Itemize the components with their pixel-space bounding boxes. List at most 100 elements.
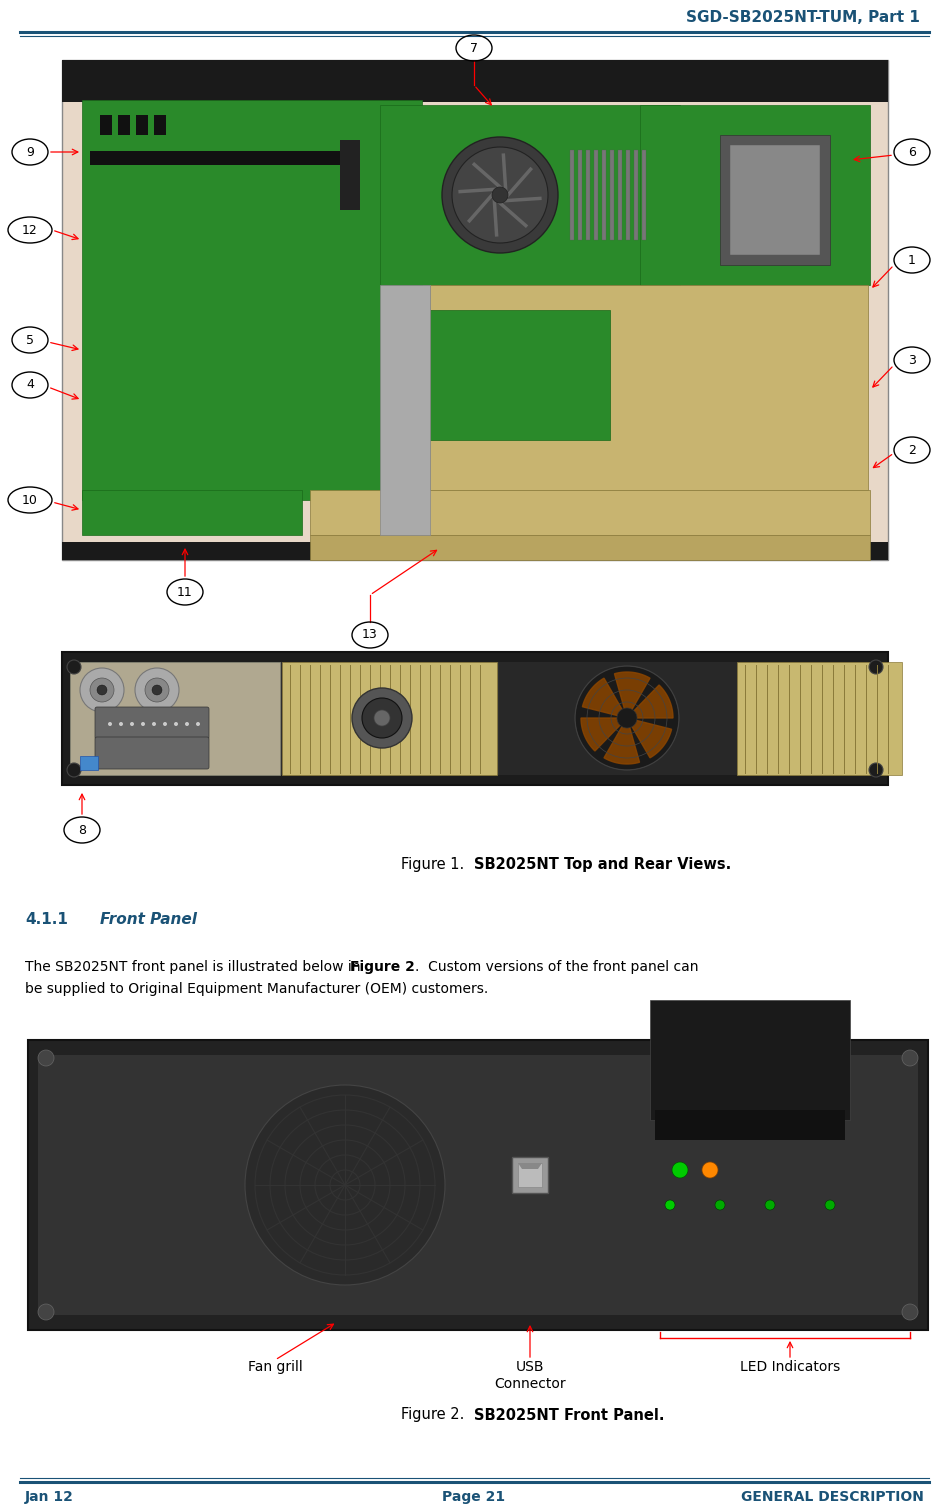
Circle shape [174, 722, 178, 725]
Bar [28, 1040, 928, 1330]
Circle shape [617, 709, 637, 728]
Text: Page 21: Page 21 [442, 1490, 506, 1503]
Bar [154, 115, 166, 134]
Bar [82, 490, 302, 535]
Bar [118, 115, 130, 134]
Circle shape [141, 722, 145, 725]
Circle shape [108, 722, 112, 725]
Circle shape [80, 668, 124, 712]
Circle shape [715, 1200, 725, 1210]
Text: 13: 13 [363, 629, 378, 642]
Bar [62, 653, 888, 786]
Text: Jan 12: Jan 12 [25, 1490, 74, 1503]
Bar [642, 150, 646, 240]
Circle shape [902, 1304, 918, 1321]
Polygon shape [604, 727, 640, 765]
Bar [62, 60, 888, 103]
Bar [310, 490, 870, 535]
Bar [430, 310, 610, 440]
Polygon shape [518, 1163, 542, 1170]
Text: SB2025NT Top and Rear Views.: SB2025NT Top and Rear Views. [474, 858, 732, 872]
Circle shape [67, 763, 81, 777]
Circle shape [442, 138, 558, 252]
Circle shape [702, 1162, 718, 1179]
Text: LED Indicators: LED Indicators [740, 1360, 840, 1373]
Circle shape [245, 1085, 445, 1284]
Bar [737, 662, 902, 775]
Bar [282, 662, 497, 775]
Bar [499, 662, 739, 775]
Bar [430, 286, 868, 490]
Circle shape [765, 1200, 775, 1210]
Text: 10: 10 [22, 494, 38, 506]
Bar [512, 1157, 548, 1194]
Text: 5: 5 [26, 334, 34, 346]
Text: Figure 1.: Figure 1. [401, 858, 474, 872]
Bar [730, 145, 820, 255]
Polygon shape [632, 721, 672, 759]
Text: 1: 1 [908, 254, 916, 266]
Circle shape [90, 678, 114, 703]
Bar [136, 115, 148, 134]
FancyBboxPatch shape [95, 737, 209, 769]
Circle shape [97, 684, 107, 695]
Bar [70, 662, 880, 775]
Circle shape [492, 187, 508, 202]
Text: 8: 8 [78, 823, 86, 837]
Text: USB: USB [515, 1360, 544, 1373]
Bar [340, 141, 360, 210]
Bar [720, 134, 830, 264]
Text: 4.1.1: 4.1.1 [25, 913, 68, 928]
Text: SGD-SB2025NT-TUM, Part 1: SGD-SB2025NT-TUM, Part 1 [686, 11, 920, 26]
Text: Fan grill: Fan grill [248, 1360, 303, 1373]
Circle shape [825, 1200, 835, 1210]
Bar [82, 100, 422, 500]
Circle shape [67, 660, 81, 674]
Bar [310, 535, 870, 561]
Circle shape [163, 722, 167, 725]
Circle shape [196, 722, 200, 725]
Bar [610, 150, 614, 240]
Bar [626, 150, 630, 240]
Circle shape [152, 722, 156, 725]
Text: 3: 3 [908, 354, 916, 367]
Circle shape [665, 1200, 675, 1210]
Bar [380, 286, 430, 535]
Circle shape [452, 147, 548, 243]
Text: 11: 11 [177, 585, 193, 598]
Bar [70, 662, 280, 775]
Text: Front Panel: Front Panel [100, 913, 197, 928]
Text: 6: 6 [908, 145, 916, 159]
Bar [100, 115, 112, 134]
Circle shape [145, 678, 169, 703]
Bar [518, 1163, 542, 1188]
Circle shape [362, 698, 402, 737]
Bar [586, 150, 590, 240]
Polygon shape [583, 678, 622, 716]
Text: 4: 4 [26, 378, 34, 391]
Circle shape [130, 722, 134, 725]
Text: Figure 2: Figure 2 [350, 959, 415, 975]
Circle shape [38, 1050, 54, 1065]
Circle shape [869, 660, 883, 674]
Circle shape [374, 710, 390, 725]
Bar [602, 150, 606, 240]
Bar [38, 1055, 918, 1315]
Bar [62, 542, 888, 561]
Circle shape [185, 722, 189, 725]
Circle shape [135, 668, 179, 712]
Text: The SB2025NT front panel is illustrated below in: The SB2025NT front panel is illustrated … [25, 959, 364, 975]
Polygon shape [614, 672, 650, 709]
Text: be supplied to Original Equipment Manufacturer (OEM) customers.: be supplied to Original Equipment Manufa… [25, 982, 488, 996]
Bar [594, 150, 598, 240]
Text: 2: 2 [908, 444, 916, 456]
Text: SB2025NT Front Panel.: SB2025NT Front Panel. [474, 1408, 664, 1422]
Text: GENERAL DESCRIPTION: GENERAL DESCRIPTION [741, 1490, 924, 1503]
Bar [650, 1000, 850, 1120]
Polygon shape [634, 684, 673, 718]
Bar [380, 104, 680, 286]
FancyBboxPatch shape [95, 707, 209, 739]
Text: Connector: Connector [494, 1377, 566, 1392]
Text: .  Custom versions of the front panel can: . Custom versions of the front panel can [415, 959, 698, 975]
Circle shape [152, 684, 162, 695]
